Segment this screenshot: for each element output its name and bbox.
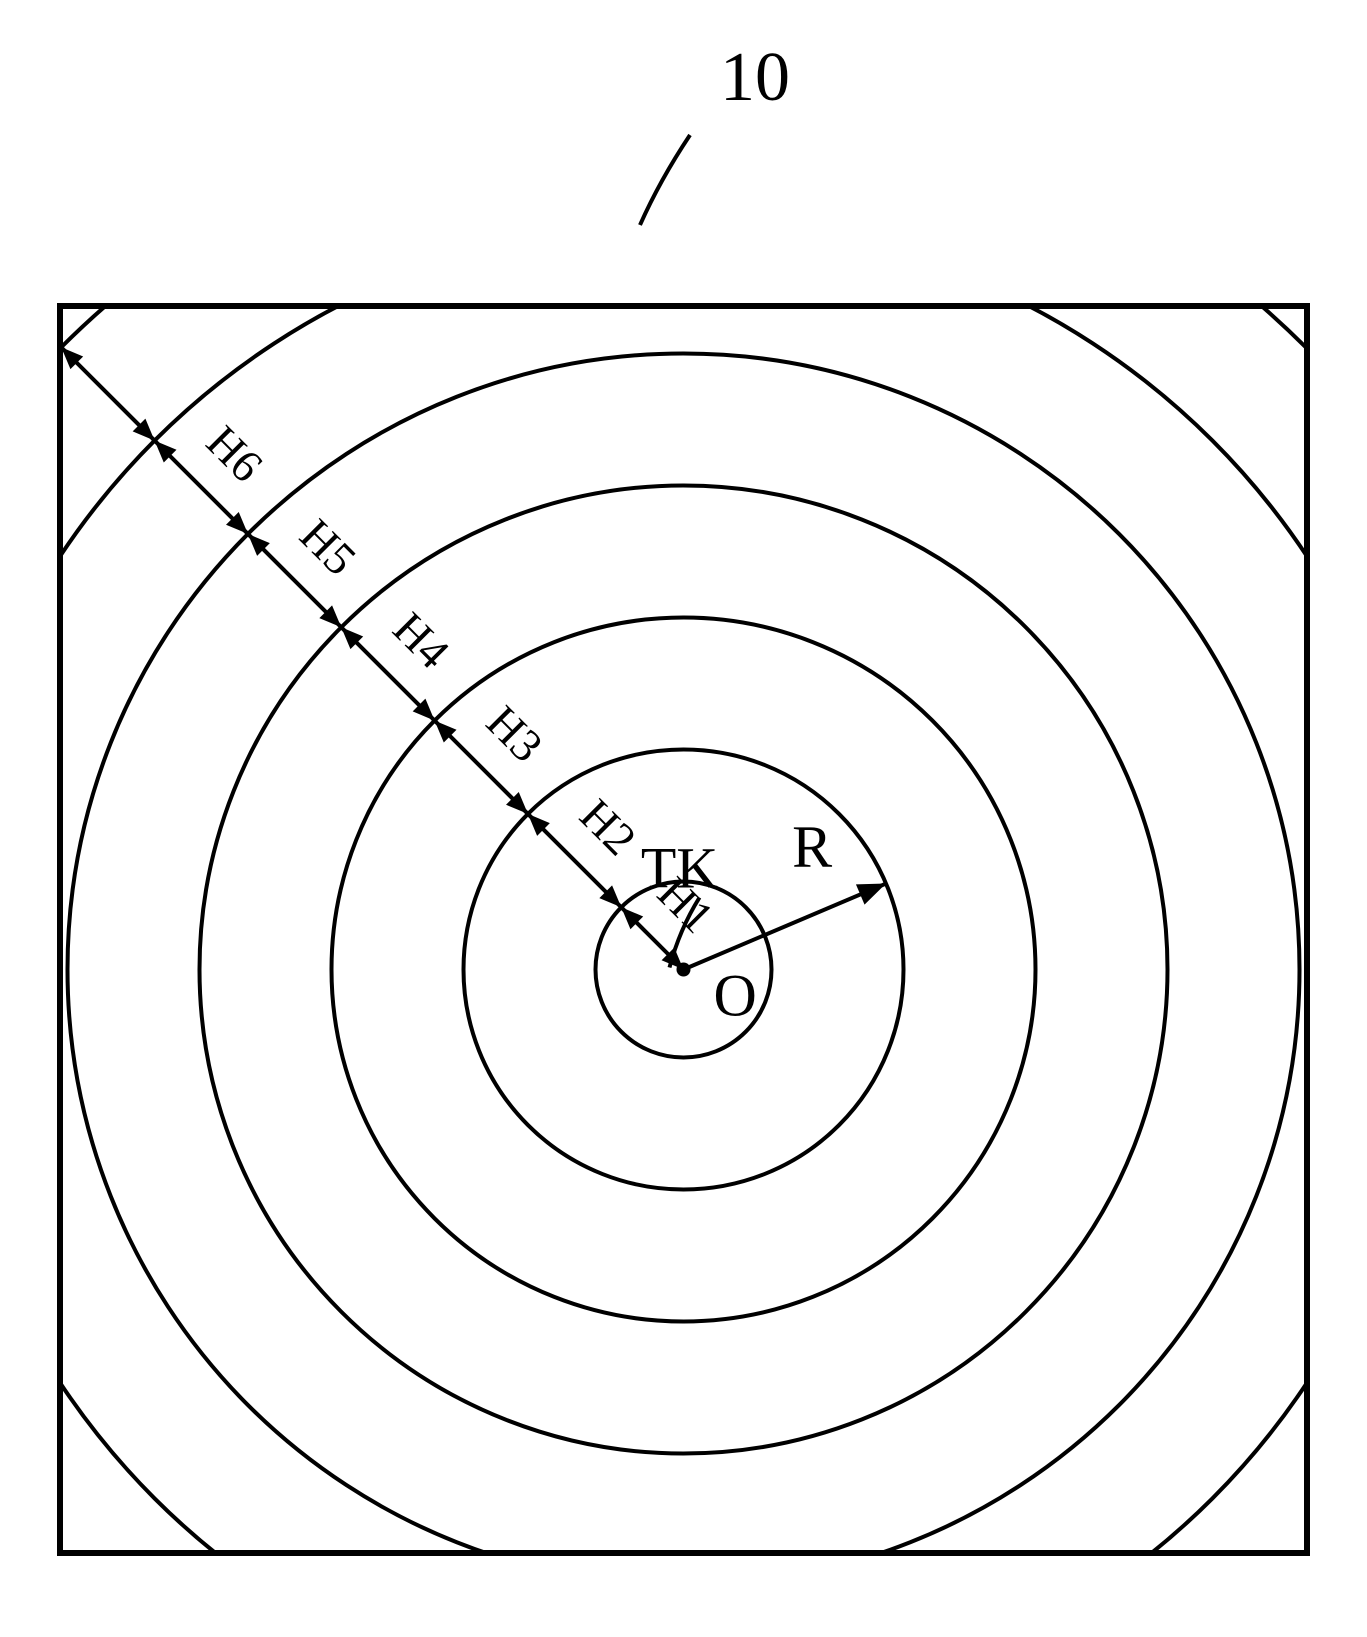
seg-label-H5: H5 [290, 509, 366, 585]
center-tk-label: TK [641, 836, 718, 901]
seg-label-H4: H4 [384, 602, 460, 678]
center-o-label: O [714, 963, 757, 1029]
seg-label-H6: H6 [197, 416, 273, 492]
figure-wrap: 10H1H2H3H4H5H6ROTK [0, 0, 1367, 1637]
fig-ref-label: 10 [720, 39, 790, 116]
r-label: R [792, 814, 832, 880]
figure-svg: 10H1H2H3H4H5H6ROTK [0, 0, 1367, 1637]
fig-ref-leader [640, 135, 690, 225]
seg-label-H3: H3 [477, 696, 553, 772]
seg-label-H2: H2 [570, 789, 646, 865]
